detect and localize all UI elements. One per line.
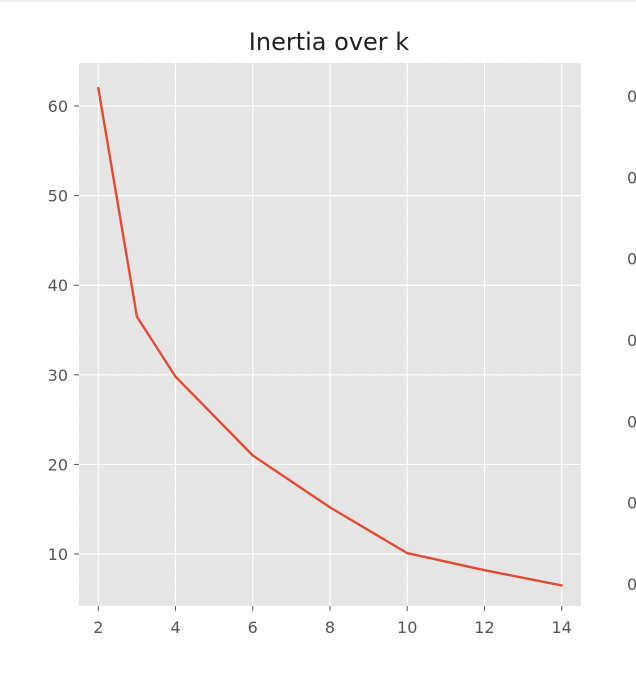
neighbor-y-tick-label: 0 — [627, 87, 636, 106]
x-axis: 2 4 6 8 10 12 14 — [93, 606, 572, 637]
neighbor-y-tick-label: 0 — [627, 412, 636, 431]
neighbor-y-tick-label: 0 — [627, 250, 636, 269]
series-layer — [97, 86, 563, 587]
x-tick-label: 12 — [474, 618, 494, 637]
x-tick-label: 4 — [170, 618, 180, 637]
y-tick-label: 50 — [48, 187, 68, 206]
neighbor-y-tick-label: 0 — [627, 575, 636, 594]
y-tick-label: 40 — [48, 276, 68, 295]
inertia-series-line — [97, 86, 563, 587]
neighbor-y-tick-label: 0 — [627, 331, 636, 350]
y-axis: 10 20 30 40 50 60 — [48, 97, 79, 564]
x-tick-label: 10 — [397, 618, 417, 637]
x-tick-label: 2 — [93, 618, 103, 637]
neighbor-panel-clipped-axis: 0 0 0 0 0 0 0 — [627, 87, 636, 594]
grid-lines — [79, 63, 581, 606]
y-tick-label: 10 — [48, 545, 68, 564]
y-tick-label: 30 — [48, 366, 68, 385]
minor-grid-lines — [79, 63, 581, 606]
neighbor-y-tick-label: 0 — [627, 494, 636, 513]
y-tick-label: 60 — [48, 97, 68, 116]
y-tick-label: 20 — [48, 455, 68, 474]
chart-title: Inertia over k — [249, 28, 409, 56]
x-tick-label: 6 — [248, 618, 258, 637]
neighbor-y-tick-label: 0 — [627, 168, 636, 187]
x-tick-label: 8 — [325, 618, 335, 637]
x-tick-label: 14 — [552, 618, 572, 637]
